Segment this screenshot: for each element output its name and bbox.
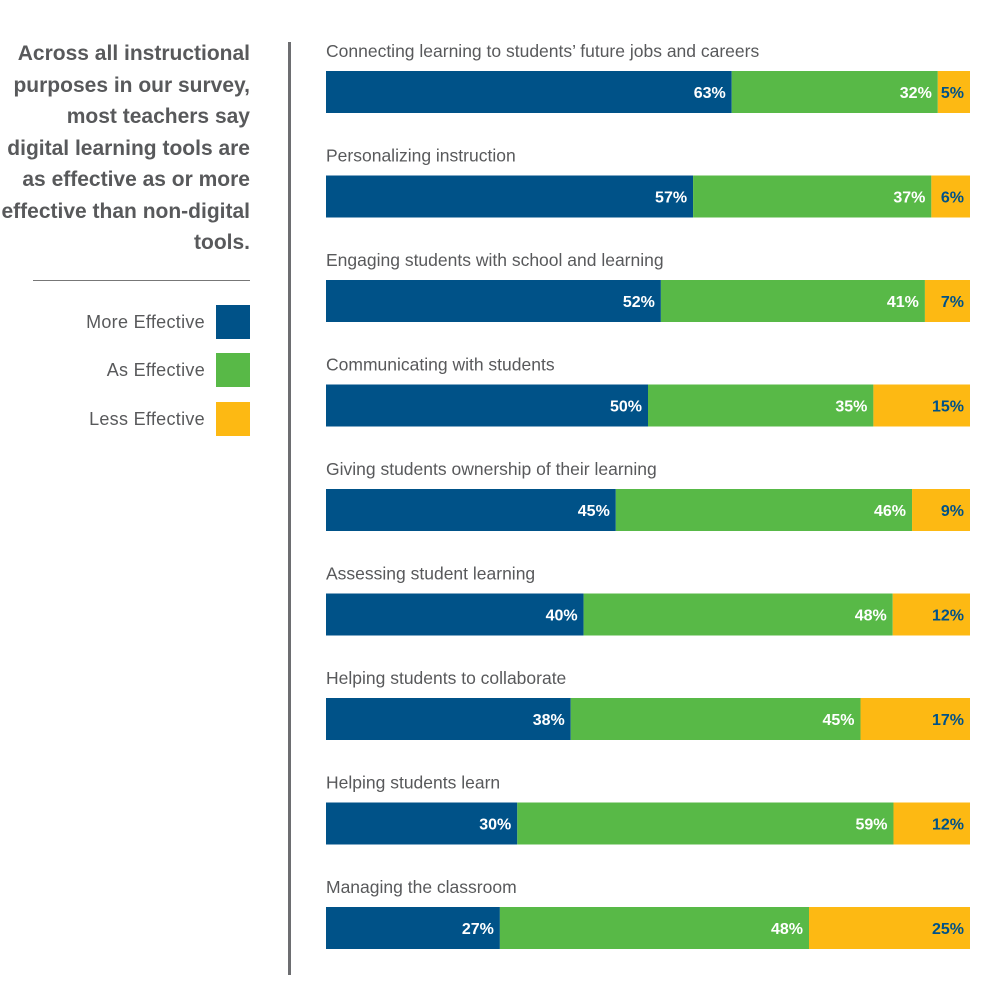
- bar-segment: [326, 698, 571, 740]
- category-label: Helping students learn: [326, 773, 500, 793]
- bar-segment: [326, 802, 518, 845]
- data-label: 30%: [479, 817, 511, 834]
- bar-segment: [731, 71, 938, 113]
- bar-segment: [912, 489, 970, 531]
- data-label: 12%: [932, 608, 964, 625]
- bar-segment: [326, 907, 500, 949]
- bar-segment: [648, 384, 874, 427]
- data-label: 37%: [893, 190, 925, 207]
- data-label: 15%: [932, 399, 964, 416]
- data-label: 17%: [932, 712, 964, 729]
- data-label: 38%: [533, 712, 565, 729]
- legend-label: As Effective: [106, 359, 205, 380]
- bar-segment: [809, 907, 970, 949]
- bar-segment: [892, 593, 970, 636]
- bar-segment: [517, 802, 894, 845]
- legend-swatch: [216, 305, 250, 339]
- category-label: Helping students to collaborate: [326, 668, 566, 688]
- divider: [33, 280, 250, 281]
- bar-segment: [326, 384, 648, 427]
- legend-swatch: [216, 402, 250, 436]
- category-label: Giving students ownership of their learn…: [326, 459, 657, 479]
- category-label: Personalizing instruction: [326, 146, 516, 166]
- data-label: 45%: [822, 712, 854, 729]
- bar-segment: [660, 280, 925, 322]
- legend-label: More Effective: [86, 311, 205, 332]
- data-label: 48%: [855, 608, 887, 625]
- bar-segment: [924, 280, 970, 322]
- legend-label: Less Effective: [89, 408, 205, 429]
- bar-segment: [931, 175, 970, 218]
- category-label: Communicating with students: [326, 355, 555, 375]
- data-label: 32%: [900, 85, 932, 102]
- data-label: 50%: [610, 399, 642, 416]
- intro-text: Across all instructional purposes in our…: [1, 42, 250, 254]
- legend-item: More Effective: [40, 305, 250, 339]
- bar-segment: [326, 280, 661, 322]
- bar-segment: [893, 802, 970, 845]
- bar-segment: [615, 489, 913, 531]
- data-label: 9%: [941, 503, 964, 520]
- data-label: 63%: [694, 85, 726, 102]
- data-label: 12%: [932, 817, 964, 834]
- bar-segment: [326, 593, 584, 636]
- legend-item: Less Effective: [40, 402, 250, 436]
- bar-segment: [499, 907, 809, 949]
- bar-segment: [873, 384, 970, 427]
- data-label: 25%: [932, 921, 964, 938]
- data-label: 48%: [771, 921, 803, 938]
- category-label: Connecting learning to students’ future …: [326, 41, 759, 61]
- data-label: 45%: [578, 503, 610, 520]
- data-label: 52%: [623, 294, 655, 311]
- bar-segment: [693, 175, 932, 218]
- bar-segment: [326, 489, 616, 531]
- data-label: 41%: [887, 294, 919, 311]
- bar-segment: [860, 698, 970, 740]
- data-label: 59%: [855, 817, 887, 834]
- data-label: 27%: [462, 921, 494, 938]
- bar-segment: [937, 71, 970, 113]
- legend-item: As Effective: [40, 353, 250, 387]
- data-label: 35%: [835, 399, 867, 416]
- bar-segment: [326, 175, 694, 218]
- data-label: 6%: [941, 190, 964, 207]
- category-label: Managing the classroom: [326, 877, 517, 897]
- bar-segment: [583, 593, 893, 636]
- data-label: 5%: [941, 85, 964, 102]
- category-label: Engaging students with school and learni…: [326, 250, 664, 270]
- category-label: Assessing student learning: [326, 564, 535, 584]
- bar-segment: [326, 71, 732, 113]
- data-label: 46%: [874, 503, 906, 520]
- data-label: 7%: [941, 294, 964, 311]
- legend-swatch: [216, 353, 250, 387]
- data-label: 40%: [546, 608, 578, 625]
- data-label: 57%: [655, 190, 687, 207]
- bar-segment: [570, 698, 861, 740]
- vertical-divider: [288, 42, 291, 975]
